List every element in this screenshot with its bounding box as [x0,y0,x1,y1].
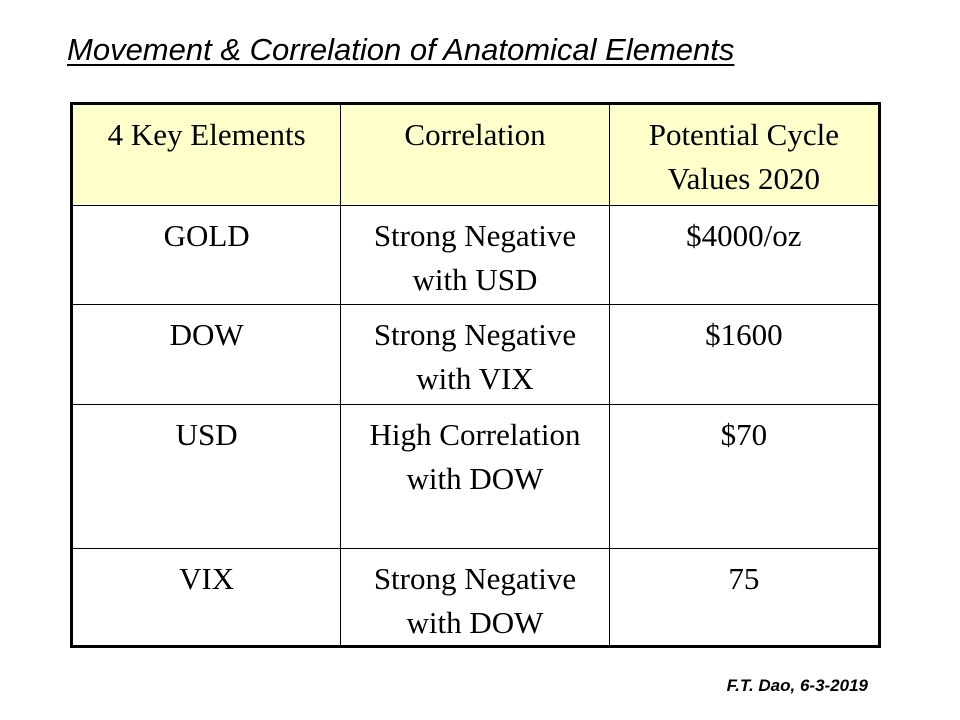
table-row: GOLD Strong Negative with USD $4000/oz [70,205,881,305]
element-cell: USD [70,404,342,549]
element-cell: GOLD [70,205,342,305]
value-cell: $1600 [608,304,881,405]
correlation-cell: Strong Negative with DOW [340,548,610,647]
header-cell: 4 Key Elements [70,103,342,206]
correlation-cell: High Correlation with DOW [340,404,610,549]
correlation-cell: Strong Negative with USD [340,205,610,305]
header-cell: Correlation [340,103,610,206]
table-row: DOW Strong Negative with VIX $1600 [70,304,881,405]
value-cell: 75 [608,548,881,647]
table-row: VIX Strong Negative with DOW 75 [70,548,881,647]
element-cell: DOW [70,304,342,405]
slide-title: Movement & Correlation of Anatomical Ele… [67,32,735,67]
elements-table: 4 Key Elements Correlation Potential Cyc… [70,102,881,648]
correlation-cell: Strong Negative with VIX [340,304,610,405]
header-cell: Potential Cycle Values 2020 [608,103,881,206]
value-cell: $4000/oz [608,205,881,305]
table-row: USD High Correlation with DOW $70 [70,404,881,549]
author-date-footer: F.T. Dao, 6-3-2019 [726,676,868,695]
table-header-row: 4 Key Elements Correlation Potential Cyc… [70,103,881,206]
value-cell: $70 [608,404,881,549]
element-cell: VIX [70,548,342,647]
